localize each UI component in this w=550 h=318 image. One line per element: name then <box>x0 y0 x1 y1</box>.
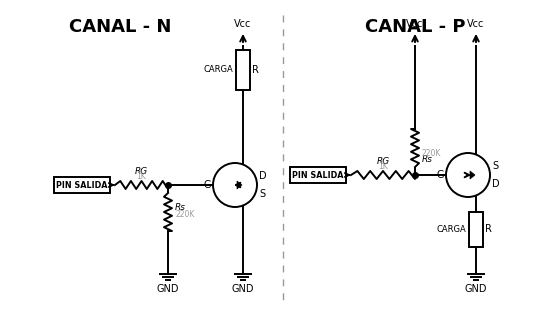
Bar <box>469 212 483 247</box>
Text: 1K: 1K <box>136 172 146 181</box>
Polygon shape <box>237 181 242 189</box>
Bar <box>290 167 346 183</box>
Text: 1K: 1K <box>378 162 388 171</box>
Circle shape <box>446 153 490 197</box>
Text: R: R <box>485 225 492 234</box>
Text: GND: GND <box>465 284 487 294</box>
Text: Vcc: Vcc <box>406 19 424 29</box>
Bar <box>54 177 110 193</box>
Text: Vcc: Vcc <box>468 19 485 29</box>
Text: CANAL - P: CANAL - P <box>365 18 465 36</box>
Bar <box>236 50 250 90</box>
Text: R: R <box>252 65 259 75</box>
Text: CARGA: CARGA <box>436 225 466 234</box>
Text: GND: GND <box>232 284 254 294</box>
Text: D: D <box>259 171 267 181</box>
Text: CANAL - N: CANAL - N <box>69 18 171 36</box>
Text: RG: RG <box>376 157 389 166</box>
Text: D: D <box>492 179 499 189</box>
Text: PIN SALIDA: PIN SALIDA <box>56 181 108 190</box>
Text: S: S <box>259 189 265 199</box>
Text: Rs: Rs <box>422 155 433 164</box>
Text: Vcc: Vcc <box>234 19 252 29</box>
Text: CARGA: CARGA <box>204 66 233 74</box>
Text: G: G <box>437 170 444 180</box>
Text: Rs: Rs <box>175 203 186 212</box>
Text: S: S <box>492 161 498 171</box>
Circle shape <box>213 163 257 207</box>
Text: PIN SALIDA: PIN SALIDA <box>292 170 344 179</box>
Text: GND: GND <box>157 284 179 294</box>
Text: 220K: 220K <box>175 210 194 219</box>
Text: RG: RG <box>135 167 148 176</box>
Polygon shape <box>470 171 475 179</box>
Text: 220K: 220K <box>422 149 441 158</box>
Text: G: G <box>204 180 211 190</box>
